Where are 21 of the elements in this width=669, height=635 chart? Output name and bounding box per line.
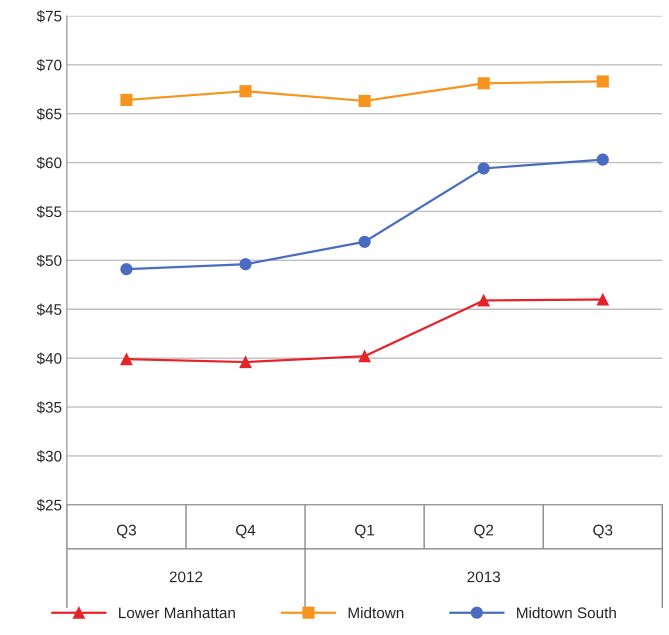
- y-tick-label: $25: [36, 499, 62, 512]
- x-tick-label: Q3: [116, 524, 136, 538]
- x-tick-label: Q3: [593, 524, 612, 538]
- legend-label: Midtown: [348, 607, 404, 618]
- y-tick-label: $60: [36, 156, 62, 170]
- legend-label: Lower Manhattan: [119, 607, 235, 618]
- y-tick-label: $30: [36, 450, 62, 463]
- y-tick-label: $50: [36, 254, 62, 267]
- y-tick-label: $75: [36, 10, 62, 22]
- text: 2013: [467, 571, 500, 582]
- x-tick-label: Q1: [355, 524, 374, 538]
- y-tick-label: $65: [36, 108, 62, 120]
- legend-label: Midtown South: [517, 607, 616, 618]
- text: 2012: [170, 571, 202, 582]
- y-tick-label: $35: [36, 401, 62, 414]
- y-tick-label: $45: [36, 303, 62, 316]
- x-tick-label: Q4: [236, 524, 256, 538]
- x-tick-label: Q2: [474, 524, 494, 538]
- y-tick-label: $70: [36, 58, 62, 72]
- y-tick-label: $40: [36, 352, 62, 365]
- y-tick-label: $55: [36, 206, 62, 218]
